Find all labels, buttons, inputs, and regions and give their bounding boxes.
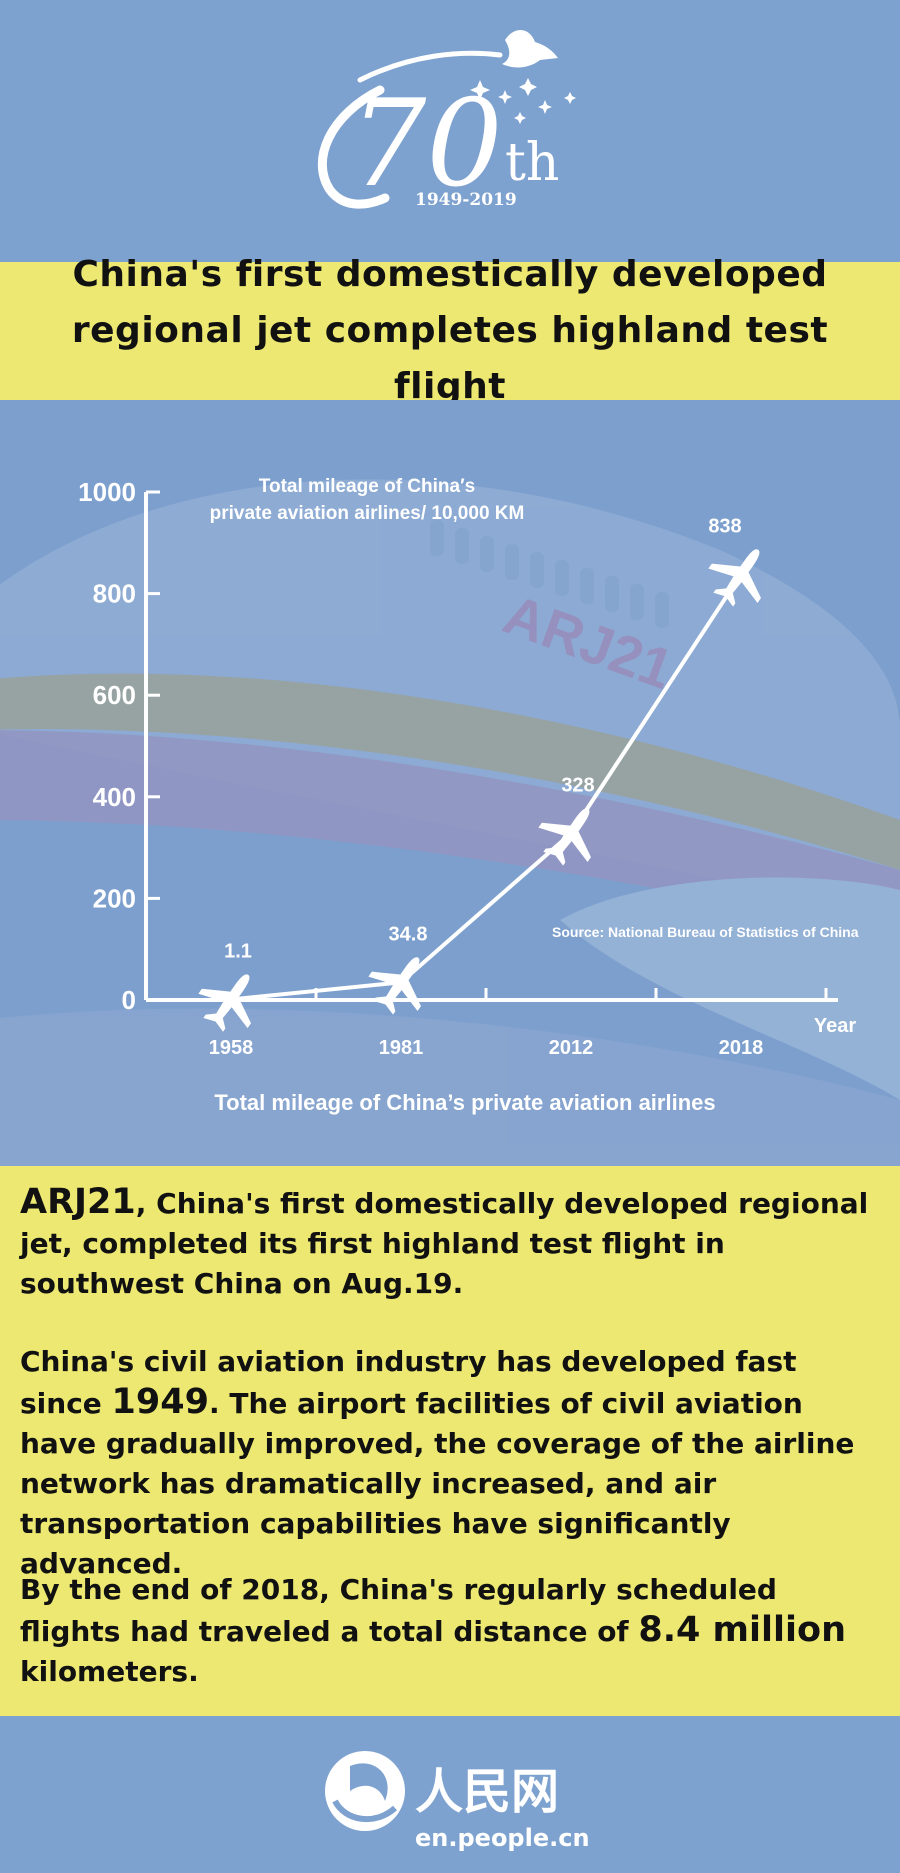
title-line-1: China's first domestically developed (72, 254, 828, 295)
chart-caption: Total mileage of China’s private aviatio… (214, 1090, 715, 1115)
footer: 人民网 en.people.cn (0, 1716, 900, 1873)
page-title: China's first domestically developed reg… (40, 247, 860, 415)
logo-suffix: th (505, 133, 559, 193)
airplane-point-icon (198, 974, 251, 1032)
text-band: ARJ21, China's first domestically develo… (0, 1166, 900, 1716)
airplane-point-icon (538, 808, 591, 866)
aircraft-background-illustration: ARJ21 (0, 479, 900, 1166)
brand-chinese: 人民网 (415, 1764, 559, 1820)
p2-year: 1949 (111, 1382, 209, 1422)
p3-big: 8.4 million (638, 1610, 846, 1650)
brand-url: en.people.cn (415, 1824, 590, 1852)
p2-a: China's civil aviation industry has deve… (20, 1345, 797, 1420)
x-tick-label: 1958 (209, 1037, 254, 1059)
y-tick-label: 800 (93, 579, 136, 609)
x-tick-label: 2018 (719, 1037, 764, 1059)
logo-years: 1949-2019 (415, 190, 517, 210)
paragraph-3: By the end of 2018, China's regularly sc… (20, 1570, 882, 1692)
data-label: 34.8 (389, 923, 428, 945)
p1-lead: ARJ21 (20, 1182, 136, 1222)
series-line (230, 573, 743, 1002)
stars-icon (470, 78, 576, 124)
x-axis-ticks: 1958 1981 2012 2018 (209, 988, 828, 1059)
anniversary-logo: 70 th 1949-2019 (317, 30, 576, 214)
title-line-2: regional jet completes highland test fli… (71, 310, 829, 407)
p3-a: By the end of 2018, China's regularly sc… (20, 1573, 777, 1648)
chart-title-line-1: Total mileage of China′s (259, 476, 475, 497)
airplane-point-icon (368, 957, 421, 1015)
p2-b: . The airport facilities of civil aviati… (20, 1387, 855, 1580)
y-tick-label: 400 (93, 782, 136, 812)
y-tick-label: 0 (122, 985, 136, 1015)
p1-rest: , China's first domestically developed r… (20, 1187, 869, 1300)
source-note: Source: National Bureau of Statistics of… (552, 924, 859, 940)
chart-title-line-2: private aviation airlines/ 10,000 KM (210, 503, 525, 524)
logo-number: 70 (350, 75, 503, 214)
y-tick-label: 1000 (78, 477, 136, 507)
y-tick-label: 200 (93, 883, 136, 913)
data-label: 1.1 (224, 940, 252, 962)
airplane-point-icon (708, 549, 761, 607)
paragraph-2: China's civil aviation industry has deve… (20, 1342, 882, 1584)
data-label: 328 (561, 774, 594, 796)
title-band: China's first domestically developed reg… (0, 254, 900, 407)
paragraph-1: ARJ21, China's first domestically develo… (20, 1182, 882, 1304)
p3-b: kilometers. (20, 1655, 199, 1688)
x-tick-label: 2012 (549, 1037, 594, 1059)
mileage-line-chart: ARJ21 0 200 400 600 800 1000 1958 1981 2012 2018… (0, 476, 900, 1166)
x-axis-label: Year (814, 1015, 856, 1037)
y-tick-label: 600 (93, 680, 136, 710)
data-points: 1.1 34.8 328 838 (198, 515, 761, 1032)
header: 70 th 1949-2019 (0, 0, 900, 262)
dove-icon (502, 30, 558, 68)
data-label: 838 (708, 515, 741, 537)
people-daily-logo: 人民网 en.people.cn (325, 1751, 590, 1852)
x-tick-label: 1981 (379, 1037, 424, 1059)
chart-area: ARJ21 0 200 400 600 800 1000 1958 1981 2012 2018… (0, 400, 900, 1166)
y-axis-ticks: 0 200 400 600 800 1000 (78, 477, 160, 1015)
people-logo-icon (325, 1751, 405, 1831)
